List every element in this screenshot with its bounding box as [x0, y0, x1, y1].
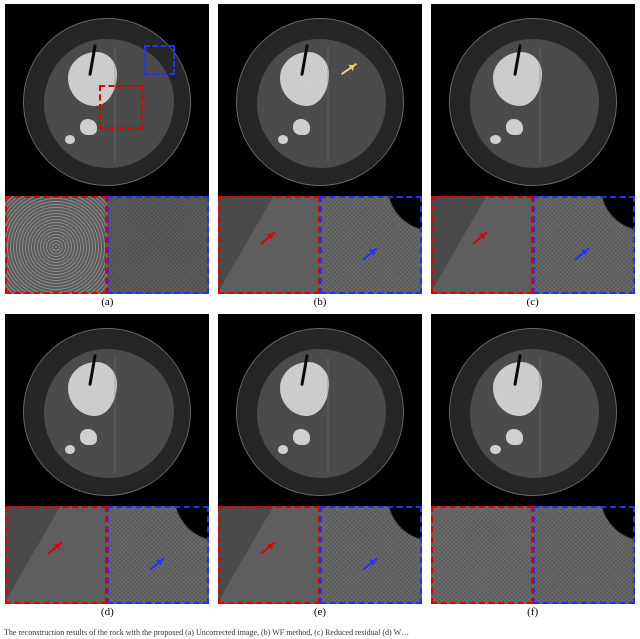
panel-label: (d) — [101, 606, 114, 618]
ct-blob2 — [293, 119, 310, 135]
inset-arrow — [362, 247, 377, 260]
ct-sample — [44, 349, 173, 478]
inset-blue — [533, 196, 635, 294]
inset-blue — [107, 196, 209, 294]
panel-b: (b) — [217, 4, 424, 308]
ct-blob3 — [65, 445, 75, 454]
ct-blob2 — [80, 119, 97, 135]
inset-red — [5, 506, 107, 604]
panel-label: (c) — [527, 296, 539, 308]
ct-circle — [236, 18, 404, 186]
ct-sample — [257, 39, 386, 168]
inset-row — [218, 196, 422, 294]
inset-row — [5, 506, 209, 604]
inset-blue — [107, 506, 209, 604]
ct-sample — [470, 349, 599, 478]
inset-arrow — [48, 542, 63, 555]
figure-grid: (a) (b) (c) (d) (e) (f) — [0, 0, 640, 622]
panel-c: (c) — [429, 4, 636, 308]
panel-e: (e) — [217, 314, 424, 618]
ct-blob3 — [490, 445, 500, 454]
ct-circle — [449, 18, 617, 186]
inset-row — [431, 506, 635, 604]
ct-blob3 — [490, 135, 500, 144]
ct-circle — [236, 328, 404, 496]
ct-blob2 — [506, 119, 523, 135]
ct-ridge — [327, 47, 329, 164]
ct-ridge — [114, 357, 116, 474]
ct-sample — [470, 39, 599, 168]
inset-blue — [320, 506, 422, 604]
ct-ridge — [327, 357, 329, 474]
ct-blob3 — [278, 135, 288, 144]
ct-ridge — [539, 47, 541, 164]
inset-row — [431, 196, 635, 294]
figure-caption: The reconstruction results of the rock w… — [4, 629, 636, 638]
ct-ridge — [539, 357, 541, 474]
panel-label: (e) — [314, 606, 326, 618]
inset-blue — [320, 196, 422, 294]
ct-sample — [44, 39, 173, 168]
inset-red — [218, 506, 320, 604]
inset-red — [431, 196, 533, 294]
inset-red — [218, 196, 320, 294]
panel-d: (d) — [4, 314, 211, 618]
ct-blob3 — [65, 135, 75, 144]
panel-image-b — [218, 4, 422, 294]
ct-circle — [449, 328, 617, 496]
inset-blue — [533, 506, 635, 604]
inset-arrow — [260, 232, 275, 245]
inset-arrow — [575, 247, 590, 260]
inset-arrow — [150, 557, 165, 570]
ct-sample — [257, 349, 386, 478]
inset-red — [5, 196, 107, 294]
panel-image-e — [218, 314, 422, 604]
ct-blob3 — [278, 445, 288, 454]
ct-circle — [23, 328, 191, 496]
panel-label: (b) — [314, 296, 327, 308]
panel-f: (f) — [429, 314, 636, 618]
inset-arrow — [473, 232, 488, 245]
inset-arrow — [362, 557, 377, 570]
panel-image-d — [5, 314, 209, 604]
panel-image-f — [431, 314, 635, 604]
panel-image-c — [431, 4, 635, 294]
panel-label: (a) — [101, 296, 113, 308]
inset-red — [431, 506, 533, 604]
ct-blob2 — [293, 429, 310, 445]
ct-blob2 — [506, 429, 523, 445]
panel-image-a — [5, 4, 209, 294]
ct-circle — [23, 18, 191, 186]
panel-a: (a) — [4, 4, 211, 308]
ct-ridge — [114, 47, 116, 164]
panel-label: (f) — [527, 606, 538, 618]
ct-blob2 — [80, 429, 97, 445]
inset-arrow — [260, 542, 275, 555]
inset-row — [218, 506, 422, 604]
inset-row — [5, 196, 209, 294]
